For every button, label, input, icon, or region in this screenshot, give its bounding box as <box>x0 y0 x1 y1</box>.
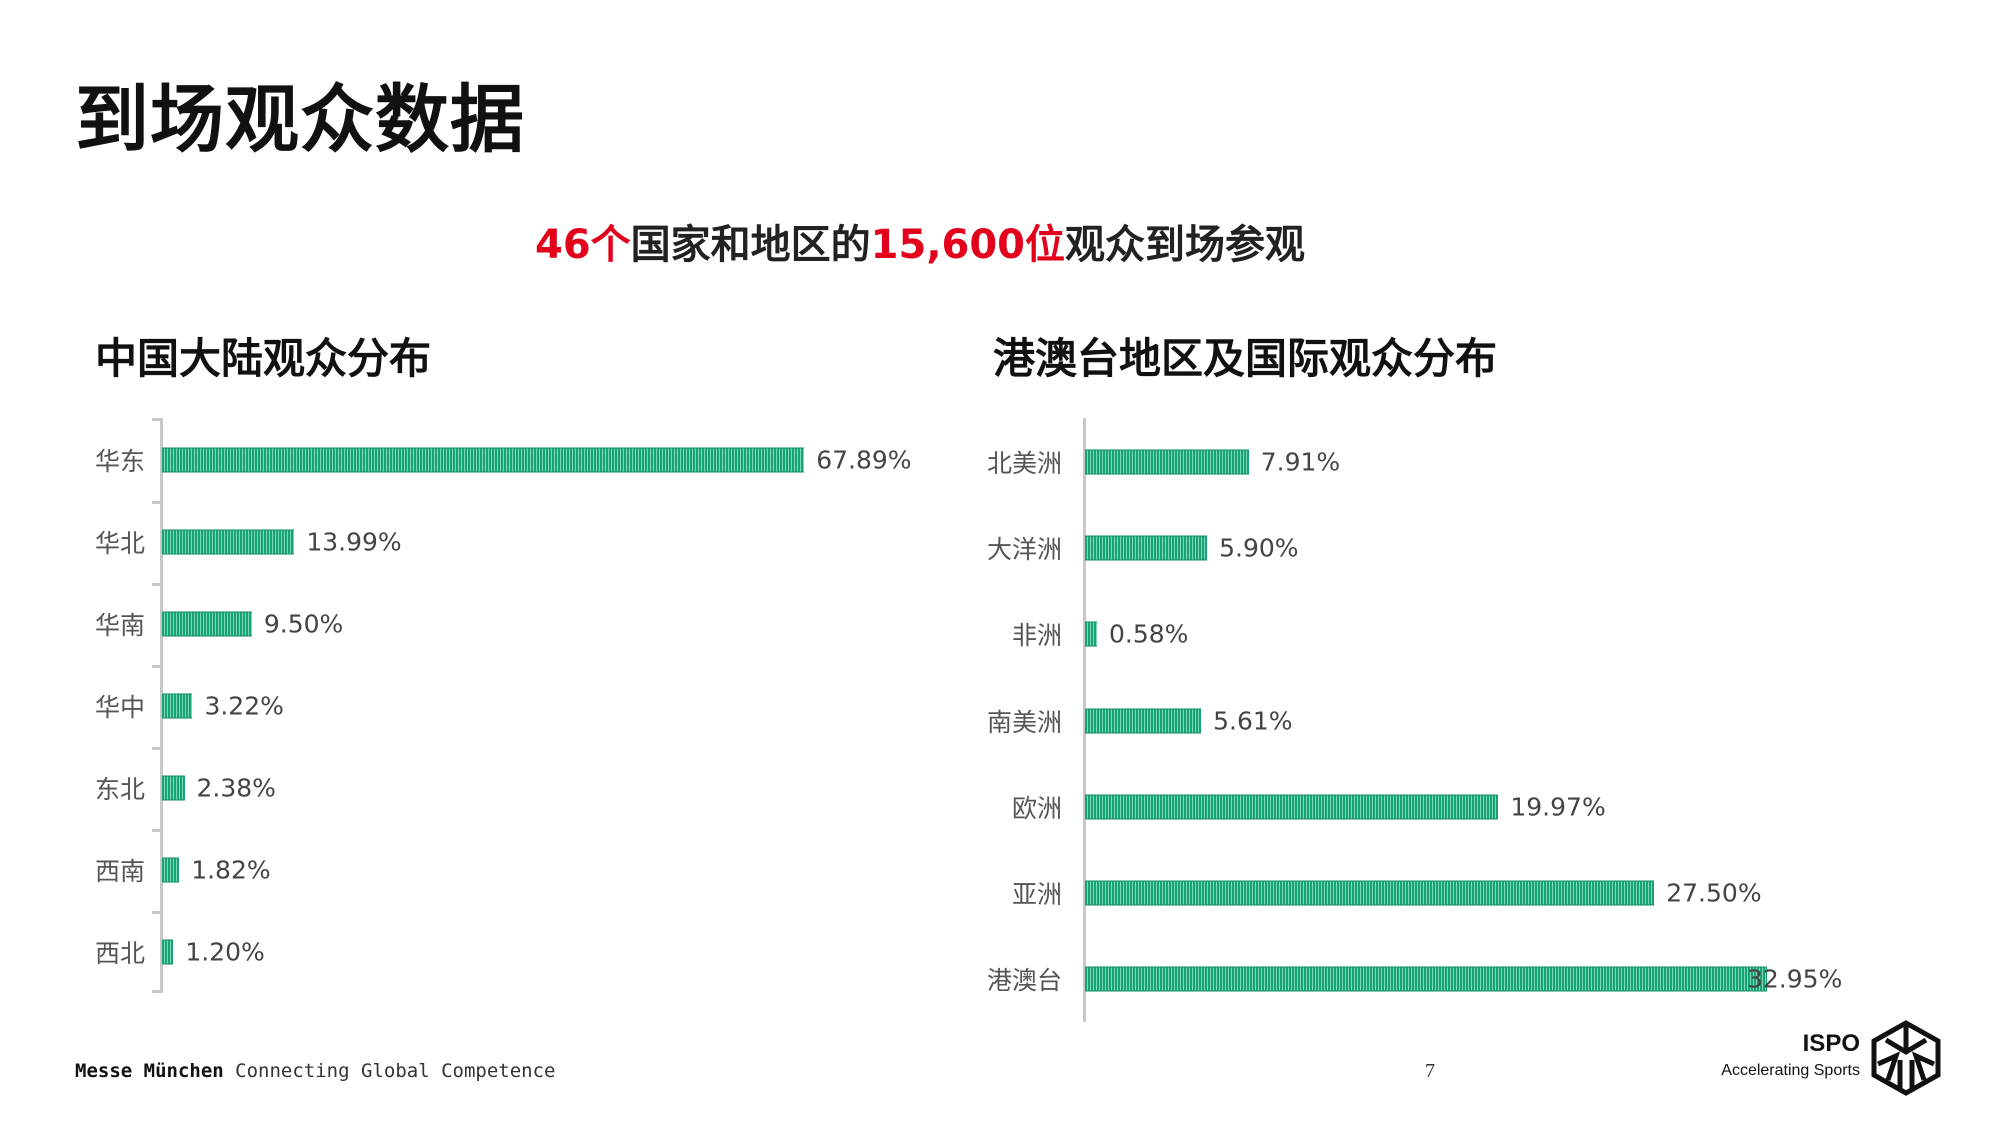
data-label: 67.89% <box>816 445 912 475</box>
category-label: 南美洲 <box>986 707 1062 737</box>
bar <box>1085 708 1202 734</box>
ispo-hexagon-icon <box>1871 1020 1941 1096</box>
axis-tick <box>152 829 161 832</box>
footer-brand: Messe München <box>75 1060 224 1082</box>
category-label: 欧洲 <box>1011 793 1062 823</box>
bar <box>162 939 174 965</box>
category-label: 亚洲 <box>1011 880 1062 909</box>
axis-tick <box>152 911 161 914</box>
data-label: 7.91% <box>1260 447 1341 477</box>
country-count: 46个 <box>534 222 631 268</box>
footer: Messe München Connecting Global Competen… <box>75 1060 555 1082</box>
bar <box>1085 880 1655 906</box>
subtitle: 46个国家和地区的15,600位观众到场参观 <box>0 212 1840 270</box>
data-label: 5.90% <box>1219 533 1299 563</box>
data-label: 0.58% <box>1109 619 1189 649</box>
category-label: 非洲 <box>1011 621 1062 651</box>
category-label: 北美洲 <box>986 449 1062 478</box>
page-number: 7 <box>1425 1060 1435 1082</box>
bar <box>1085 621 1097 647</box>
visitor-count: 15,600位 <box>870 222 1066 268</box>
bar <box>162 529 295 555</box>
axis-tick <box>152 990 161 993</box>
bar <box>1085 535 1208 561</box>
data-label: 27.50% <box>1666 878 1762 908</box>
category-label: 港澳台 <box>986 966 1062 996</box>
data-label: 13.99% <box>306 527 402 557</box>
chart-axis <box>1083 418 1086 1022</box>
category-label: 华北 <box>94 529 145 558</box>
category-label: 大洋洲 <box>986 535 1062 565</box>
data-label: 32.95% <box>1747 964 1843 994</box>
bar <box>162 447 805 473</box>
bar <box>162 857 180 883</box>
chart-title-international: 港澳台地区及国际观众分布 <box>993 334 1498 383</box>
bar <box>162 611 252 637</box>
category-label: 华中 <box>94 693 145 722</box>
page-title: 到场观众数据 <box>75 77 525 163</box>
axis-tick <box>152 501 161 504</box>
data-label: 19.97% <box>1510 792 1606 822</box>
logo-tagline: Accelerating Sports <box>1721 1062 1860 1079</box>
chart-axis <box>160 418 163 993</box>
axis-tick <box>152 583 161 586</box>
bar <box>1085 966 1768 992</box>
category-label: 东北 <box>94 775 145 804</box>
subtitle-text: 国家和地区的 <box>630 222 871 268</box>
data-label: 9.50% <box>263 609 344 639</box>
data-label: 3.22% <box>204 691 284 721</box>
bar <box>162 693 193 719</box>
axis-tick <box>152 665 161 668</box>
chart-title-mainland: 中国大陆观众分布 <box>95 334 432 383</box>
category-label: 西南 <box>94 857 145 886</box>
axis-tick <box>152 747 161 750</box>
data-label: 1.20% <box>185 937 265 967</box>
axis-tick <box>152 418 161 421</box>
footer-tagline: Connecting Global Competence <box>235 1060 556 1082</box>
ispo-logo: ISPO Accelerating Sports <box>1715 1020 1995 1100</box>
data-label: 5.61% <box>1213 706 1293 736</box>
category-label: 华南 <box>94 611 145 640</box>
subtitle-text-2: 观众到场参观 <box>1065 222 1306 268</box>
bar <box>1085 794 1499 820</box>
data-label: 1.82% <box>191 855 271 885</box>
data-label: 2.38% <box>196 773 276 803</box>
category-label: 西北 <box>94 939 145 968</box>
bar <box>162 775 185 801</box>
bar <box>1085 449 1249 475</box>
logo-name: ISPO <box>1802 1030 1860 1057</box>
category-label: 华东 <box>94 447 145 476</box>
